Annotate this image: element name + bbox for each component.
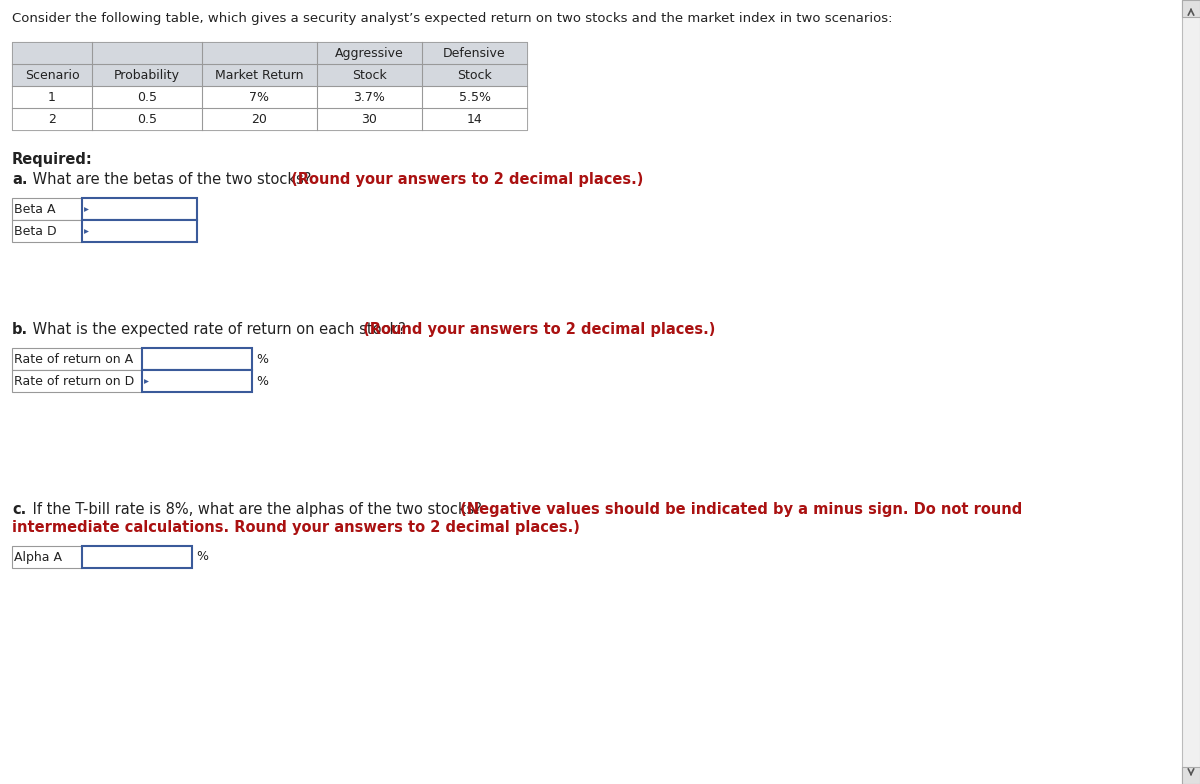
Bar [142,348,252,370]
Text: Market Return: Market Return [215,68,304,82]
Bar [1182,0,1200,784]
Text: (Round your answers to 2 decimal places.): (Round your answers to 2 decimal places.… [358,322,715,337]
Text: b.: b. [12,322,28,337]
Text: Rate of return on D: Rate of return on D [14,375,134,387]
Text: 2: 2 [48,112,56,125]
Text: 3.7%: 3.7% [354,90,385,103]
Bar [12,198,82,220]
Text: Beta A: Beta A [14,202,55,216]
Bar [142,370,252,392]
Text: Rate of return on A: Rate of return on A [14,353,133,365]
Text: %: % [256,375,268,387]
Text: What are the betas of the two stocks?: What are the betas of the two stocks? [28,172,311,187]
Bar [12,42,527,130]
Text: Stock: Stock [352,68,386,82]
Text: intermediate calculations. Round your answers to 2 decimal places.): intermediate calculations. Round your an… [12,520,580,535]
Bar [12,64,527,86]
Text: 0.5: 0.5 [137,112,157,125]
Bar [12,86,527,108]
Bar [12,108,527,130]
Text: If the T-bill rate is 8%, what are the alphas of the two stocks?: If the T-bill rate is 8%, what are the a… [28,502,482,517]
Bar [12,220,82,242]
Text: %: % [196,550,208,564]
Text: 20: 20 [252,112,268,125]
Text: %: % [256,353,268,365]
Text: Stock: Stock [457,68,492,82]
Text: Aggressive: Aggressive [335,46,404,60]
Text: Beta D: Beta D [14,224,56,238]
Text: a.: a. [12,172,28,187]
Text: Scenario: Scenario [25,68,79,82]
Bar [12,546,82,568]
Bar [12,370,142,392]
Text: 5.5%: 5.5% [458,90,491,103]
Bar [1182,0,1200,17]
Text: c.: c. [12,502,26,517]
Text: (Negative values should be indicated by a minus sign. Do not round: (Negative values should be indicated by … [455,502,1022,517]
Text: 7%: 7% [250,90,270,103]
Text: (Round your answers to 2 decimal places.): (Round your answers to 2 decimal places.… [286,172,643,187]
Bar [12,348,142,370]
Bar [82,220,197,242]
Bar [82,546,192,568]
Text: Defensive: Defensive [443,46,506,60]
Bar [12,42,527,64]
Text: 14: 14 [467,112,482,125]
Bar [82,198,197,220]
Bar [1182,767,1200,784]
Text: Consider the following table, which gives a security analyst’s expected return o: Consider the following table, which give… [12,12,893,25]
Text: 30: 30 [361,112,378,125]
Text: Probability: Probability [114,68,180,82]
Text: 1: 1 [48,90,56,103]
Text: What is the expected rate of return on each stock?: What is the expected rate of return on e… [28,322,406,337]
Text: Required:: Required: [12,152,92,167]
Text: 0.5: 0.5 [137,90,157,103]
Text: Alpha A: Alpha A [14,550,62,564]
